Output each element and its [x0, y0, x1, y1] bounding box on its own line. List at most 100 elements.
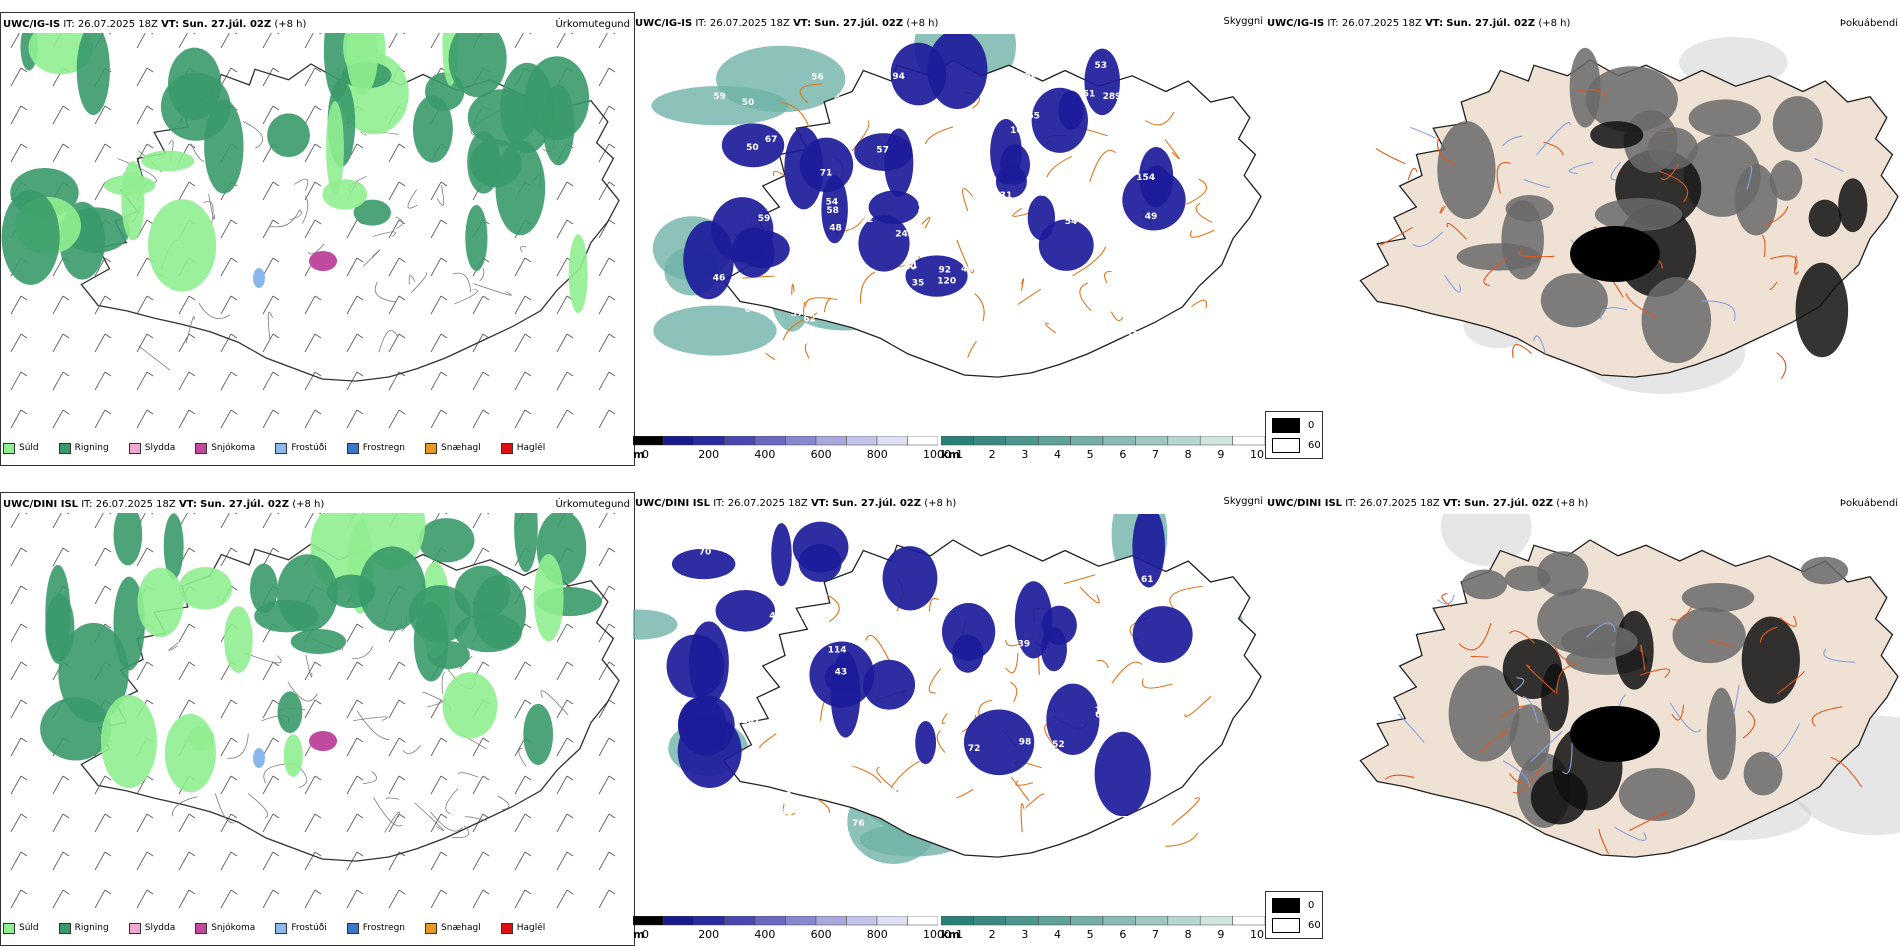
legend-swatch: [195, 922, 208, 934]
low-cloud-area: [1046, 683, 1100, 755]
colorbar-cell: [754, 916, 786, 926]
cloudbase-label: 243: [895, 230, 914, 240]
cloudbase-label: 68: [755, 674, 768, 684]
colorbar-cell: [1037, 916, 1071, 926]
fog-key-swatch-60: [1272, 438, 1300, 453]
low-cloud-area: [821, 175, 848, 244]
cloudbase-label: 41: [994, 809, 1007, 819]
low-cloud-area: [868, 190, 920, 225]
cloudbase-label: 40: [808, 283, 821, 293]
fog-area: [1838, 178, 1868, 233]
low-cloud-area: [863, 659, 916, 710]
colorbar-cell: [876, 436, 908, 446]
fog-key-swatch-60: [1272, 918, 1300, 933]
colorbar-cell: [907, 916, 938, 926]
fog-area: [1672, 607, 1746, 664]
cloudbase-label: 57: [876, 145, 889, 155]
colorbar-cell: [815, 436, 847, 446]
legend-label: Súld: [19, 443, 39, 453]
cloudbase-label: 36: [1008, 826, 1021, 836]
fog-area: [1647, 127, 1698, 170]
low-cloud-area: [1084, 48, 1121, 116]
cloudbase-label: 51: [1083, 90, 1096, 100]
colorbar-tick-label: 7: [1152, 448, 1159, 461]
legend-label: Snæhagl: [441, 923, 481, 933]
cloudbase-label: 70: [708, 829, 721, 839]
cloudbase-label: 47: [891, 785, 904, 795]
cloudbase-label: 50: [780, 808, 793, 818]
cloudbase-label: 20: [763, 804, 776, 814]
cloudbase-label: 83: [815, 254, 828, 264]
precip-area: [358, 546, 426, 631]
cloudbase-label: 59: [758, 214, 771, 224]
cloudbase-label: 61: [1141, 575, 1154, 585]
cloudbase-label: 51: [1126, 331, 1139, 341]
colorbar-cell: [1199, 436, 1233, 446]
low-cloud-area: [824, 662, 859, 693]
cloudbase-map: 53 42 48 96 58 50 51 46 58 41 43 42 44 35 49 59 54 36 48 64…: [651, 34, 1262, 378]
precip-area: [467, 131, 501, 194]
cloudbase-label: 100: [1010, 126, 1029, 136]
fog-key-swatch-0: [1272, 418, 1300, 433]
legend-swatch: [3, 442, 15, 454]
precip-map: [1, 33, 620, 429]
precip-area: [100, 694, 157, 789]
precip-area: [412, 95, 453, 163]
low-cloud-area: [683, 220, 734, 300]
cloudbase-label: 54: [951, 356, 964, 366]
low-cloud-area: [1132, 606, 1193, 663]
colorbar-tick-label: 1: [956, 928, 963, 941]
precip-area: [249, 563, 278, 614]
cloudbase-label: 46: [1109, 686, 1122, 696]
fog-area: [1456, 243, 1541, 271]
legend-swatch: [500, 922, 513, 934]
cloudbase-label: 52: [1052, 740, 1065, 750]
cloudbase-label: 70: [699, 548, 712, 558]
low-visibility-area: [651, 85, 789, 126]
cloudbase-label: 57: [1012, 73, 1025, 83]
colorbar-tick-label: 5: [1086, 448, 1094, 461]
legend-swatch: [58, 922, 71, 934]
cloudbase-label: 64: [745, 305, 758, 315]
cloudbase-label: 40: [872, 287, 885, 297]
fog-area: [1437, 121, 1496, 220]
cloudbase-label: 57: [754, 570, 767, 580]
cloudbase-label: 29: [1022, 771, 1035, 781]
cloudbase-label: 35: [716, 159, 729, 169]
cloudbase-label: 36: [917, 297, 930, 307]
legend-label: Haglél: [516, 443, 546, 453]
cloudbase-label: 49: [1145, 212, 1158, 222]
cloudbase-label: 76: [852, 819, 865, 829]
cloudbase-label: 53: [1122, 245, 1135, 255]
colorbar-tick-label: 0: [642, 448, 649, 461]
fog-area: [1808, 199, 1842, 237]
colorbar-tick-label: 600: [810, 928, 832, 941]
cloudbase-label: 98: [1019, 738, 1032, 748]
low-cloud-area: [666, 634, 725, 698]
precip-area: [277, 691, 303, 734]
model-name: UWC/IG-IS: [3, 19, 61, 30]
legend-label: Frostregn: [362, 923, 406, 933]
cloudbase-label: 60: [904, 263, 917, 273]
colorbar-tick-label: 2: [988, 928, 996, 941]
cloudbase-label: 48: [961, 264, 974, 274]
low-cloud-area: [1000, 144, 1031, 186]
cloudbase-label: 51: [928, 788, 941, 798]
legend-label: Rigning: [74, 443, 109, 453]
colorbar-cell: [1135, 436, 1169, 446]
legend-label: Slydda: [144, 443, 176, 453]
cloudbase-label: 59: [713, 92, 726, 102]
precip-area: [141, 150, 195, 172]
colorbar-cell: [1199, 916, 1233, 926]
colorbar-tick-label: 200: [698, 448, 720, 461]
cloudbase-label: 57: [791, 309, 804, 319]
cloudbase-label: 108: [801, 337, 820, 347]
cloudbase-label: 42: [917, 192, 930, 202]
cloudbase-label: 58: [845, 760, 858, 770]
cloudbase-label: 56: [762, 654, 775, 664]
cloudbase-label: 131: [993, 191, 1012, 201]
colorbar-cell: [633, 916, 664, 926]
colorbar-cell: [846, 436, 878, 446]
cloudbase-label: 79: [953, 671, 966, 681]
colorbar-cell: [1037, 436, 1071, 446]
